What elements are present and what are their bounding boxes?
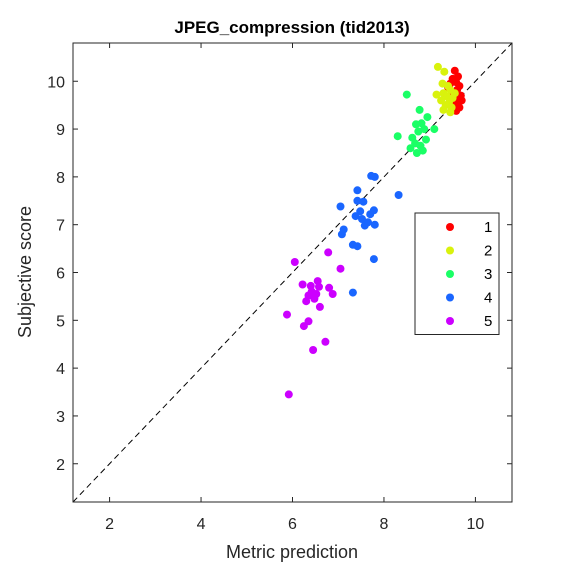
data-point-series-4	[353, 186, 362, 195]
data-point-series-4	[353, 242, 362, 251]
data-point-series-4	[359, 197, 368, 206]
data-point-series-5	[302, 297, 311, 306]
data-point-series-3	[402, 90, 411, 99]
y-tick-label: 3	[56, 409, 65, 426]
y-tick-label: 10	[47, 74, 65, 91]
data-point-series-4	[370, 220, 379, 229]
data-point-series-5	[325, 283, 334, 292]
series-2	[432, 62, 459, 117]
series-5	[283, 248, 345, 399]
data-point-series-4	[353, 196, 362, 205]
data-point-series-5	[299, 322, 308, 331]
data-point-series-4	[394, 191, 403, 199]
legend: 1 2 3 4 5	[414, 212, 500, 335]
x-tick-label: 4	[197, 516, 206, 533]
data-point-series-3	[406, 144, 415, 153]
legend-marker-3	[446, 270, 454, 278]
y-tick-label: 8	[56, 170, 65, 187]
data-point-series-5	[309, 346, 318, 354]
data-point-series-3	[412, 120, 420, 129]
data-point-series-2	[446, 108, 455, 117]
data-point-series-4	[366, 210, 375, 219]
data-point-series-3	[412, 149, 421, 157]
data-point-series-5	[315, 302, 324, 311]
data-point-series-5	[284, 390, 293, 399]
series-3	[393, 90, 439, 157]
data-point-series-3	[430, 125, 439, 134]
data-point-series-5	[283, 310, 291, 319]
legend-marker-1	[446, 223, 454, 231]
data-point-series-5	[324, 248, 333, 257]
legend-label-2: 2	[484, 243, 492, 260]
y-tick-label: 5	[56, 313, 65, 330]
data-point-series-2	[440, 67, 449, 76]
data-point-series-3	[393, 132, 402, 141]
x-tick-label: 2	[105, 516, 114, 533]
legend-label-5: 5	[484, 313, 492, 330]
legend-label-3: 3	[484, 266, 492, 283]
chart-marks	[72, 42, 513, 503]
data-point-series-3	[415, 105, 424, 114]
data-point-series-5	[290, 258, 299, 266]
data-point-series-4	[336, 202, 345, 211]
legend-marker-5	[446, 317, 454, 325]
data-point-series-4	[337, 230, 346, 239]
data-point-series-4	[370, 172, 379, 181]
y-tick-label: 2	[56, 457, 65, 474]
y-tick-label: 9	[56, 122, 65, 139]
x-tick-label: 8	[380, 516, 389, 533]
data-point-series-5	[310, 294, 319, 303]
data-point-series-2	[450, 89, 459, 98]
axis-ticks: 2 4 6 8 10 2 3 4 5 6 7 8 9 10	[47, 43, 512, 533]
legend-marker-2	[446, 246, 454, 255]
data-point-series-4	[348, 288, 357, 297]
y-tick-label: 7	[56, 218, 65, 235]
y-tick-label: 6	[56, 266, 65, 283]
data-point-series-5	[298, 280, 307, 289]
legend-marker-4	[446, 293, 454, 302]
series-4	[336, 171, 403, 297]
data-point-series-4	[369, 255, 378, 264]
identity-reference-line	[72, 42, 513, 503]
data-point-series-2	[432, 90, 441, 99]
data-point-series-1	[457, 96, 466, 105]
data-point-series-3	[422, 135, 430, 144]
data-point-series-4	[351, 212, 360, 221]
y-tick-label: 4	[56, 361, 65, 378]
legend-box	[414, 212, 500, 335]
x-tick-label: 10	[467, 516, 485, 533]
data-point-series-3	[423, 113, 432, 122]
data-point-series-5	[336, 264, 345, 273]
data-point-series-4	[360, 221, 369, 230]
data-point-series-4	[358, 215, 366, 223]
x-tick-label: 6	[288, 516, 297, 533]
x-axis-label: Metric prediction	[226, 542, 358, 562]
y-axis-label: Subjective score	[15, 206, 35, 338]
data-point-series-5	[315, 282, 323, 291]
data-point-series-2	[439, 105, 448, 114]
data-point-series-5	[328, 290, 337, 298]
data-point-series-3	[414, 127, 423, 136]
legend-label-4: 4	[484, 290, 492, 307]
data-point-series-5	[321, 337, 330, 346]
data-point-series-2	[433, 62, 442, 71]
legend-label-1: 1	[484, 219, 492, 236]
chart-title: JPEG_compression (tid2013)	[174, 18, 409, 37]
